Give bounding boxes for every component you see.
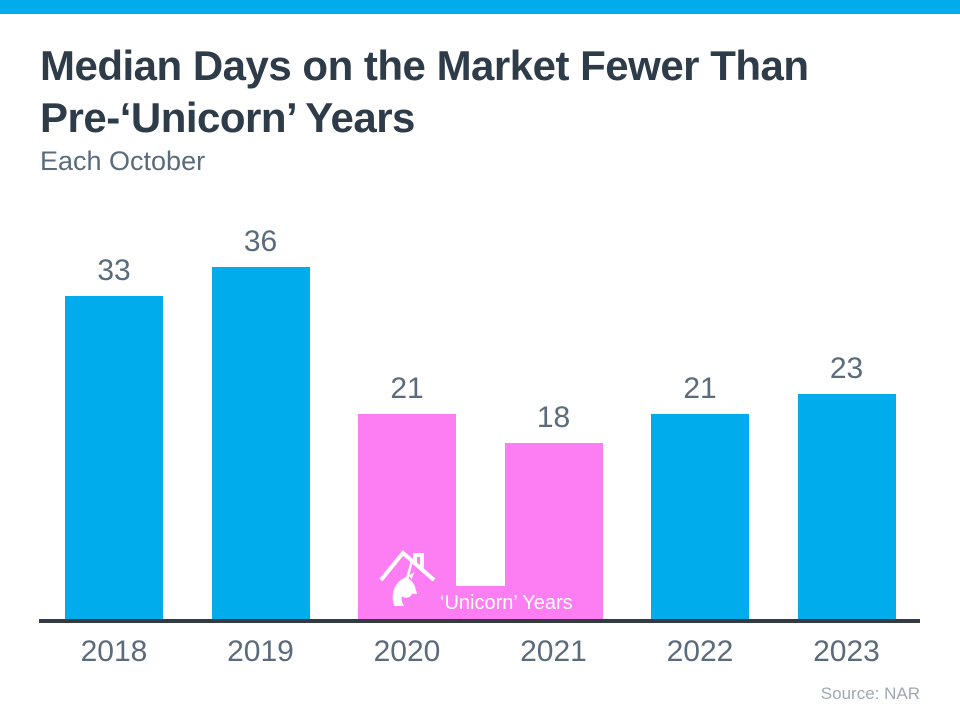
bar-2021	[504, 443, 603, 619]
x-axis-line	[39, 619, 920, 623]
x-tick-2018: 2018	[80, 635, 148, 668]
value-label-2023: 23	[829, 352, 864, 386]
x-tick-2019: 2019	[227, 635, 294, 668]
top-accent-stripe	[0, 0, 960, 14]
x-tick-2021: 2021	[520, 635, 587, 668]
bar-2019	[211, 267, 310, 619]
unicorn-house-icon	[379, 550, 436, 606]
chart-subtitle: Each October	[40, 146, 206, 176]
bar-2018	[65, 296, 163, 619]
source-note: Source: NAR	[820, 684, 920, 703]
x-tick-2020: 2020	[373, 635, 441, 668]
x-tick-2022: 2022	[666, 635, 734, 668]
value-label-2021: 18	[536, 401, 571, 434]
chart-title: Median Days on the Market Fewer Than Pre…	[40, 42, 809, 141]
bar-2023	[797, 394, 896, 619]
value-label-2022: 21	[683, 371, 717, 405]
unicorn-years-label: ‘Unicorn’ Years	[440, 592, 573, 614]
value-label-2019: 36	[243, 225, 278, 258]
value-label-2020: 21	[390, 371, 424, 405]
bar-2022	[651, 413, 749, 619]
x-tick-2023: 2023	[813, 635, 880, 668]
value-label-2018: 33	[97, 254, 131, 288]
